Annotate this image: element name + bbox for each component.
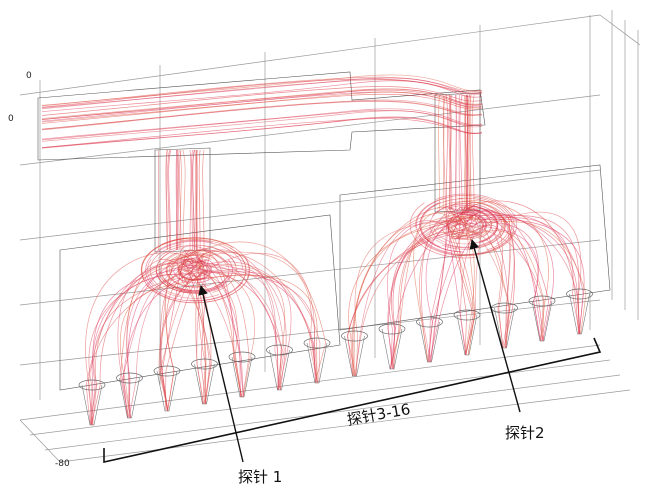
page: 0 0 -80 探针 1 探针2 探针3-16 (() => { const d… <box>0 0 650 486</box>
annotation: 探针3-16 <box>346 400 412 429</box>
axis-label: -80 <box>55 459 70 469</box>
streamline <box>190 150 191 250</box>
streamline <box>460 95 462 210</box>
streamline <box>472 95 474 210</box>
streamline <box>438 95 439 210</box>
streamline <box>203 150 204 250</box>
streamline <box>42 100 482 129</box>
streamline <box>390 230 464 369</box>
axis-label: 0 <box>8 114 14 124</box>
streamline <box>91 259 210 425</box>
streamline <box>446 95 447 210</box>
figure: 0 0 -80 探针 1 探针2 探针3-16 <box>0 0 650 486</box>
annotation: 探针 1 <box>238 468 282 486</box>
streamline <box>388 225 473 369</box>
streamline <box>195 150 196 250</box>
streamline <box>183 150 185 250</box>
grid <box>20 10 640 462</box>
streamline <box>90 274 200 425</box>
streamline <box>178 150 179 250</box>
streamline <box>199 150 200 250</box>
streamline <box>121 259 194 418</box>
annotation: 探针2 <box>505 424 545 442</box>
axis-label: 0 <box>26 71 32 81</box>
streamline <box>42 117 482 148</box>
